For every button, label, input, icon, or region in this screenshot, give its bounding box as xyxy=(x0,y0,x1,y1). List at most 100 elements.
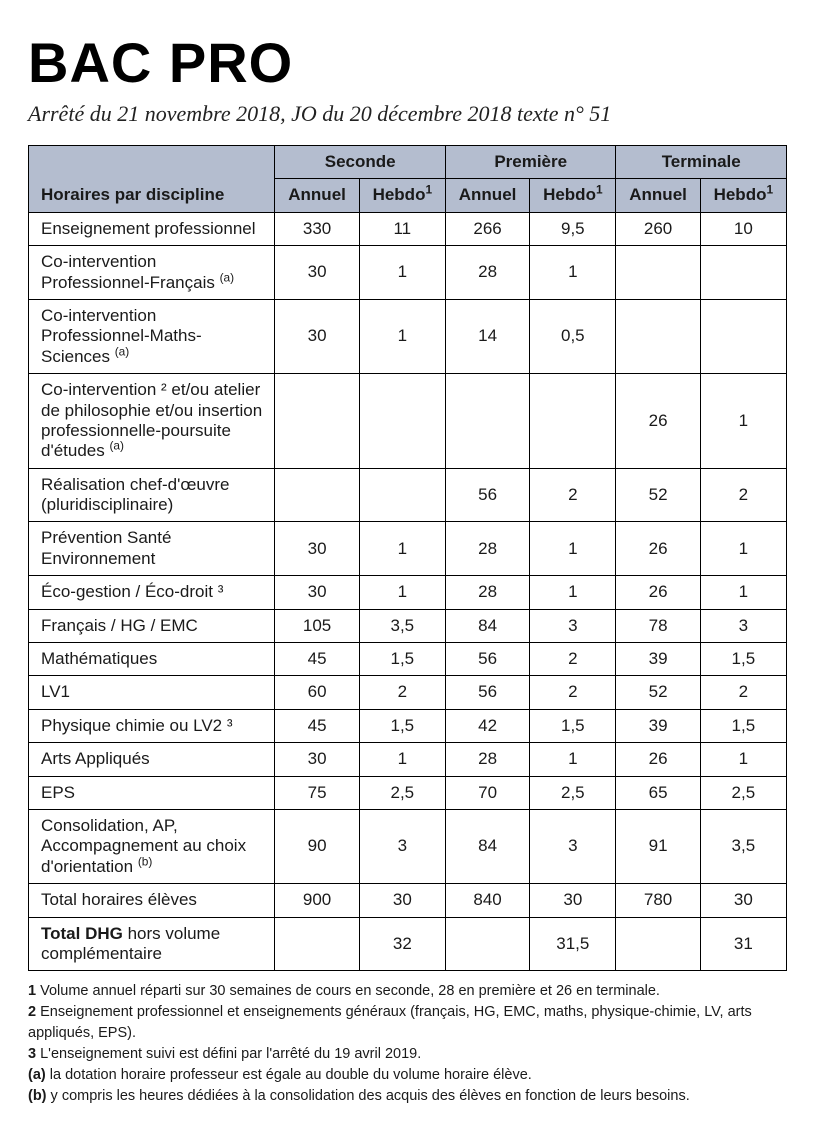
cell: 52 xyxy=(616,676,700,709)
cell: 2,5 xyxy=(700,776,786,809)
table-row-dhg: Total DHG hors volume complémentaire 32 31… xyxy=(29,917,787,971)
footnotes: 1 Volume annuel réparti sur 30 semaines … xyxy=(28,981,787,1107)
cell: 3 xyxy=(530,809,616,883)
cell: 52 xyxy=(616,468,700,522)
row-label: Éco-gestion / Éco-droit ³ xyxy=(29,576,275,609)
cell: 3 xyxy=(359,809,445,883)
cell: 78 xyxy=(616,609,700,642)
cell xyxy=(700,246,786,300)
cell: 330 xyxy=(275,212,359,245)
cell: 31 xyxy=(700,917,786,971)
table-row: EPS752,5702,5652,5 xyxy=(29,776,787,809)
cell: 3 xyxy=(530,609,616,642)
table-row: Physique chimie ou LV2 ³451,5421,5391,5 xyxy=(29,709,787,742)
cell: 2,5 xyxy=(530,776,616,809)
cell xyxy=(445,917,529,971)
col-annuel: Annuel xyxy=(275,179,359,212)
row-label: Français / HG / EMC xyxy=(29,609,275,642)
cell xyxy=(616,246,700,300)
table-row: Français / HG / EMC1053,5843783 xyxy=(29,609,787,642)
cell: 45 xyxy=(275,709,359,742)
cell: 105 xyxy=(275,609,359,642)
cell xyxy=(275,374,359,469)
cell: 1 xyxy=(359,246,445,300)
cell: 1 xyxy=(359,576,445,609)
col-hebdo: Hebdo1 xyxy=(700,179,786,212)
cell: 1,5 xyxy=(359,643,445,676)
cell: 900 xyxy=(275,884,359,917)
row-label: Réalisation chef-d'œuvre (pluridisciplin… xyxy=(29,468,275,522)
row-header-cell: Horaires par discipline xyxy=(29,146,275,213)
table-row: Arts Appliqués301281261 xyxy=(29,743,787,776)
cell xyxy=(616,917,700,971)
row-label: Mathématiques xyxy=(29,643,275,676)
cell: 1 xyxy=(359,299,445,373)
cell: 2 xyxy=(700,676,786,709)
cell: 1 xyxy=(700,743,786,776)
cell: 60 xyxy=(275,676,359,709)
row-label: Co-intervention Professionnel-Français (… xyxy=(29,246,275,300)
cell xyxy=(616,299,700,373)
cell: 840 xyxy=(445,884,529,917)
table-row: Co-intervention ² et/ou atelier de philo… xyxy=(29,374,787,469)
table-row: Co-intervention Professionnel-Français (… xyxy=(29,246,787,300)
cell: 30 xyxy=(530,884,616,917)
row-label: Arts Appliqués xyxy=(29,743,275,776)
cell: 45 xyxy=(275,643,359,676)
table-row: Mathématiques451,5562391,5 xyxy=(29,643,787,676)
cell xyxy=(275,917,359,971)
cell: 1,5 xyxy=(530,709,616,742)
cell: 11 xyxy=(359,212,445,245)
cell: 1 xyxy=(700,522,786,576)
row-label: Prévention Santé Environnement xyxy=(29,522,275,576)
cell: 1,5 xyxy=(700,709,786,742)
cell: 1 xyxy=(530,743,616,776)
col-group-premiere: Première xyxy=(445,146,616,179)
cell: 30 xyxy=(275,299,359,373)
footnote: (a) la dotation horaire professeur est é… xyxy=(28,1065,787,1086)
cell: 2 xyxy=(700,468,786,522)
row-label: Enseignement professionnel xyxy=(29,212,275,245)
cell: 32 xyxy=(359,917,445,971)
cell: 780 xyxy=(616,884,700,917)
cell: 266 xyxy=(445,212,529,245)
cell: 30 xyxy=(359,884,445,917)
table-row: Co-intervention Professionnel-Maths-Scie… xyxy=(29,299,787,373)
cell: 2,5 xyxy=(359,776,445,809)
cell: 26 xyxy=(616,743,700,776)
row-label: Co-intervention Professionnel-Maths-Scie… xyxy=(29,299,275,373)
cell: 3,5 xyxy=(700,809,786,883)
col-group-seconde: Seconde xyxy=(275,146,446,179)
footnote: 3 L'enseignement suivi est défini par l'… xyxy=(28,1044,787,1065)
row-label: Consolidation, AP, Accompagnement au cho… xyxy=(29,809,275,883)
cell: 30 xyxy=(275,522,359,576)
row-label: Total DHG hors volume complémentaire xyxy=(29,917,275,971)
footnote: 2 Enseignement professionnel et enseigne… xyxy=(28,1002,787,1044)
cell: 1 xyxy=(359,522,445,576)
cell: 1 xyxy=(700,576,786,609)
col-hebdo: Hebdo1 xyxy=(359,179,445,212)
cell: 30 xyxy=(275,576,359,609)
cell: 28 xyxy=(445,576,529,609)
cell: 1 xyxy=(530,522,616,576)
cell: 56 xyxy=(445,676,529,709)
row-label: Physique chimie ou LV2 ³ xyxy=(29,709,275,742)
cell: 84 xyxy=(445,609,529,642)
cell: 30 xyxy=(275,743,359,776)
cell: 56 xyxy=(445,643,529,676)
cell: 28 xyxy=(445,743,529,776)
cell: 14 xyxy=(445,299,529,373)
cell xyxy=(359,374,445,469)
cell: 9,5 xyxy=(530,212,616,245)
cell: 28 xyxy=(445,522,529,576)
cell xyxy=(530,374,616,469)
page-title: BAC PRO xyxy=(28,30,787,95)
cell: 30 xyxy=(275,246,359,300)
cell: 1 xyxy=(530,246,616,300)
cell: 3,5 xyxy=(359,609,445,642)
col-annuel: Annuel xyxy=(616,179,700,212)
cell: 70 xyxy=(445,776,529,809)
footnote: (b) y compris les heures dédiées à la co… xyxy=(28,1086,787,1107)
hours-table: Horaires par discipline Seconde Première… xyxy=(28,145,787,971)
cell: 2 xyxy=(530,676,616,709)
